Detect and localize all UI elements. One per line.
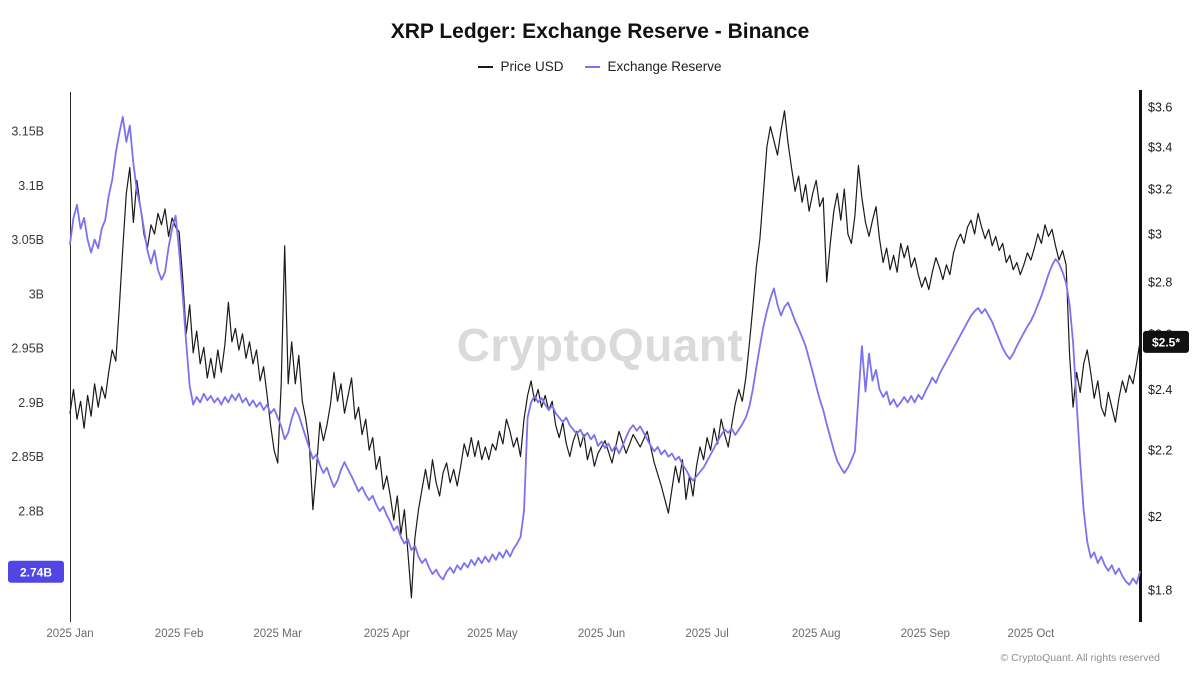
exchange-reserve-badge-label: 2.74B: [20, 565, 52, 579]
right-axis-tick: $3.2: [1148, 183, 1172, 197]
right-axis-tick: $3: [1148, 228, 1162, 242]
exchange-reserve-line: [69, 116, 1141, 586]
left-axis-tick: 2.8B: [18, 504, 44, 518]
price-usd-line: [69, 110, 1141, 599]
left-axis-tick: 2.95B: [11, 342, 44, 356]
chart-title: XRP Ledger: Exchange Reserve - Binance: [390, 20, 810, 43]
left-axis-tick: 3B: [29, 287, 44, 301]
right-axis-tick: $2: [1148, 510, 1162, 524]
price-usd-line-swatch: [478, 65, 494, 68]
right-axis-tick: $1.8: [1148, 584, 1172, 598]
legend-item-price-usd[interactable]: Price USD: [478, 59, 563, 74]
right-axis-tick: $2.8: [1148, 276, 1172, 290]
x-axis-tick: 2025 May: [467, 628, 518, 640]
left-axis-tick: 3.15B: [11, 125, 44, 139]
copyright-notice: © CryptoQuant. All rights reserved: [1000, 652, 1160, 664]
x-axis-tick: 2025 Oct: [1008, 628, 1055, 640]
right-axis-tick: $2.2: [1148, 444, 1172, 458]
left-axis-tick: 3.1B: [18, 179, 44, 193]
right-axis-tick: $3.6: [1148, 101, 1172, 115]
x-axis-tick: 2025 Jan: [46, 628, 93, 640]
x-axis-tick: 2025 Feb: [155, 628, 204, 640]
x-axis-tick: 2025 Apr: [364, 628, 410, 640]
exchange-reserve-line-swatch: [585, 65, 601, 68]
x-axis-tick: 2025 Sep: [901, 628, 950, 640]
price-usd-legend-label: Price USD: [500, 59, 564, 74]
legend: Price USD Exchange Reserve: [0, 59, 1200, 74]
price-badge-label: $2.5*: [1152, 335, 1180, 349]
legend-item-exchange-reserve[interactable]: Exchange Reserve: [585, 59, 722, 74]
left-axis-tick: 2.85B: [11, 450, 44, 464]
exchange-reserve-value-badge: [8, 560, 64, 583]
x-axis-tick: 2025 Jun: [578, 628, 625, 640]
price-value-badge: [1143, 330, 1189, 353]
right-axis-tick: $2.4: [1148, 383, 1172, 397]
x-axis-tick: 2025 Jul: [685, 628, 728, 640]
right-axis-tick: $3.4: [1148, 140, 1172, 154]
left-axis-tick: 2.9B: [18, 396, 44, 410]
exchange-reserve-legend-label: Exchange Reserve: [607, 59, 722, 74]
left-axis-tick: 3.05B: [11, 233, 44, 247]
x-axis-tick: 2025 Aug: [792, 628, 841, 640]
x-axis-tick: 2025 Mar: [253, 628, 302, 640]
